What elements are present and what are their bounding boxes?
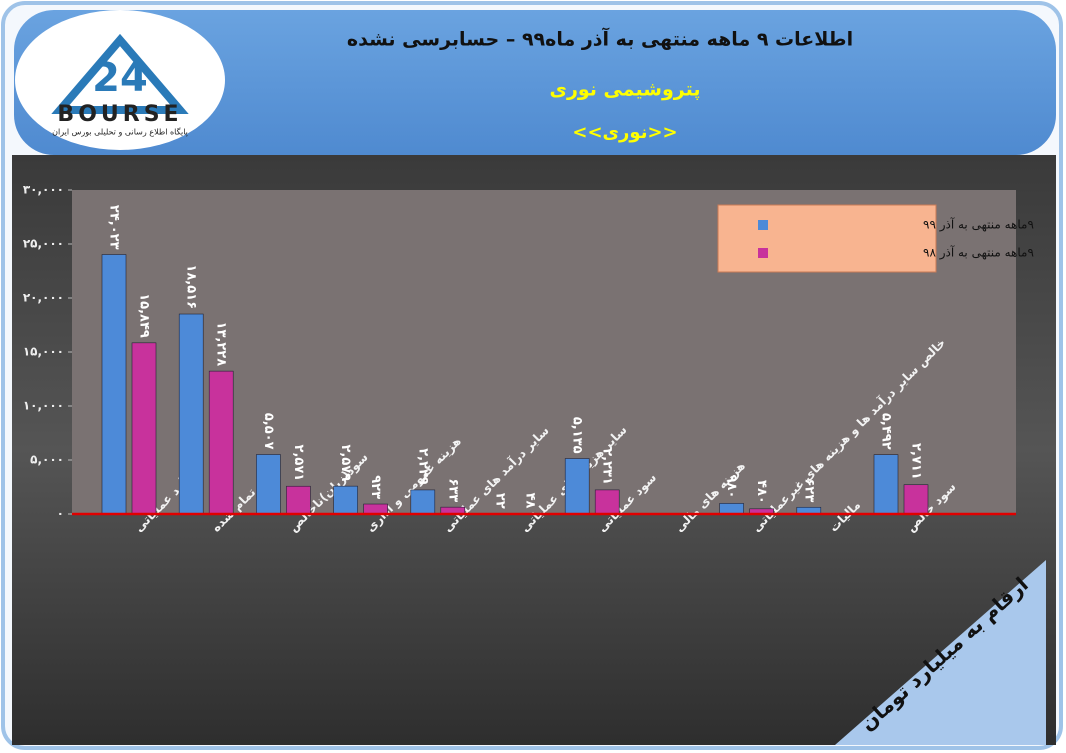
- value-label: ۲,۲۲۹: [415, 448, 430, 485]
- y-tick-label: ۵,۰۰۰: [30, 453, 64, 467]
- legend-swatch: [758, 220, 768, 230]
- value-label: ۴۸: [523, 493, 538, 509]
- legend-box: [717, 204, 937, 273]
- y-tick-label: ۳۰,۰۰۰: [23, 183, 64, 197]
- bar: [208, 370, 234, 515]
- ticker: <<نوری>>: [572, 122, 677, 143]
- bar: [410, 489, 436, 515]
- value-label: ۲۲: [493, 493, 508, 509]
- unit-banner: [835, 560, 1046, 745]
- value-label: ۵,۴۹۲: [879, 413, 894, 450]
- logo-mark: 24: [92, 55, 148, 101]
- bar: [131, 342, 157, 515]
- value-label: ۱۵,۸۴۹: [137, 293, 152, 338]
- logo-name: BOURSE: [57, 102, 182, 127]
- y-tick-label: ۲۵,۰۰۰: [23, 237, 64, 251]
- bar: [873, 454, 899, 515]
- bar: [363, 503, 388, 515]
- logo-bg: [15, 10, 225, 150]
- bar: [101, 254, 127, 515]
- value-label: ۵,۱۳۵: [570, 417, 585, 454]
- legend-swatch: [758, 248, 768, 258]
- value-label: ۹۲۳: [368, 475, 383, 499]
- value-label: ۲,۷۱۱: [909, 443, 924, 480]
- logo-shape: [51, 33, 189, 114]
- bar: [333, 485, 358, 515]
- value-label: ۵,۵۰۷: [261, 413, 276, 450]
- value-label: ۲,۲۳۱: [600, 448, 615, 485]
- bar: [564, 458, 590, 515]
- value-label: ۹۸۰: [724, 475, 739, 499]
- bar: [178, 313, 204, 515]
- value-label: ۲,۵۷۱: [291, 445, 306, 482]
- bar: [903, 484, 929, 515]
- value-label: ۲,۵۷۹: [338, 444, 353, 481]
- bar: [594, 489, 620, 515]
- value-label: ۱۳,۲۲۸: [214, 322, 229, 367]
- value-label: ۶۲۳: [801, 478, 816, 502]
- value-label: ۴۸۰: [754, 480, 769, 504]
- bar: [256, 454, 281, 515]
- legend-label: ۹ماهه منتهی به آذر ۹۸: [923, 245, 1034, 261]
- y-tick-label: ۱۵,۰۰۰: [23, 345, 64, 359]
- value-label: ۱۸,۵۱۶: [184, 264, 199, 309]
- y-tick-label: ۲۰,۰۰۰: [23, 291, 64, 305]
- bar: [286, 485, 311, 515]
- bar: [719, 503, 744, 515]
- logo-tagline: پایگاه اطلاع رسانی و تحلیلی بورس ایران: [52, 127, 188, 137]
- chart-subtitle: پتروشیمی نوری: [550, 79, 701, 101]
- value-label: ۲۴,۰۲۳: [107, 205, 122, 250]
- legend-label: ۹ماهه منتهی به آذر ۹۹: [923, 217, 1034, 233]
- chart-title: اطلاعات ۹ ماهه منتهی به آذر ماه۹۹ – حساب…: [347, 27, 853, 51]
- y-tick-label: ۱۰,۰۰۰: [23, 399, 64, 413]
- header: [14, 10, 1056, 155]
- value-label: ۶۳۳: [445, 478, 460, 502]
- y-tick-label: ۰: [57, 507, 64, 521]
